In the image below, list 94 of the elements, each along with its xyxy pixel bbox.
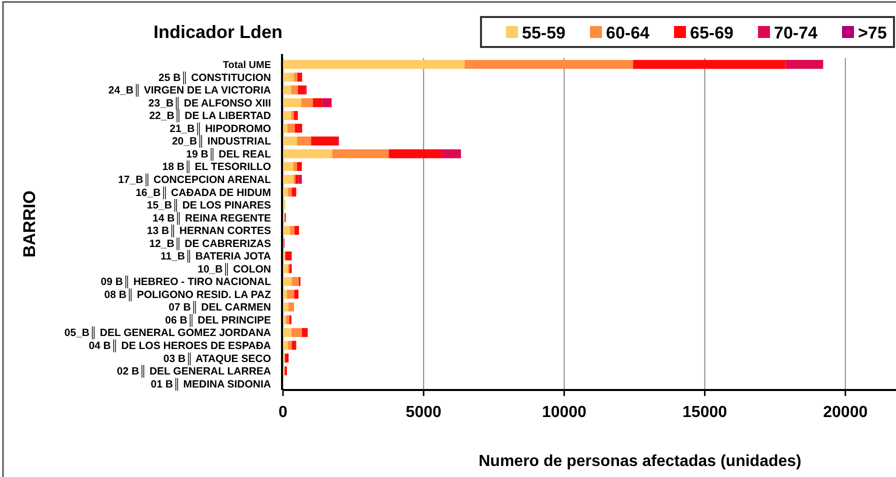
x-tick-label: 10000 <box>542 404 587 421</box>
bar <box>285 251 292 260</box>
y-tick-label: 08 B║ POLIGONO RESID. LA PAZ <box>104 288 272 302</box>
bar <box>298 174 302 184</box>
bar <box>294 110 298 120</box>
bar <box>297 162 302 172</box>
bar <box>283 72 294 82</box>
bar <box>294 226 300 235</box>
bar <box>289 264 292 274</box>
y-tick-label: 24_B║ VIRGEN DE LA VICTORIA <box>108 84 272 98</box>
y-tick-label: 03 B║ ATAQUE SECO <box>163 352 271 366</box>
x-tick-label: 20000 <box>823 404 868 421</box>
bar <box>322 98 332 108</box>
bar <box>283 174 294 184</box>
bar <box>311 136 338 146</box>
bar <box>332 149 389 158</box>
bar <box>286 315 290 324</box>
y-tick-label: 22_B║ DE LA LIBERTAD <box>149 109 272 124</box>
bar <box>293 162 298 172</box>
bar <box>283 290 287 299</box>
bar <box>388 149 442 158</box>
bar <box>290 226 295 235</box>
y-tick-label: 02 B║ DEL GENERAL LARREA <box>116 364 272 379</box>
chart-title: Indicador Lden <box>153 22 283 42</box>
bar <box>297 72 302 82</box>
bar <box>283 136 298 146</box>
legend-label: 70-74 <box>774 24 818 42</box>
y-tick-label: 20_B║ INDUSTRIAL <box>172 134 272 149</box>
y-axis-title: BARRIO <box>20 190 39 258</box>
bar <box>301 98 313 108</box>
bar <box>286 290 294 299</box>
y-tick-label: 11_B║ BATERIA JOTA <box>160 250 272 264</box>
y-tick-label: 09 B║ HEBREO - TIRO NACIONAL <box>100 275 272 290</box>
bar <box>283 98 302 108</box>
bar <box>464 60 634 69</box>
bar <box>283 302 288 312</box>
y-tick-label: Total UME <box>222 60 272 71</box>
y-tick-label: 17_B║ CONCEPCION ARENAL <box>118 172 272 187</box>
bar <box>294 124 302 133</box>
bar <box>283 60 465 69</box>
bar <box>283 276 292 286</box>
bar <box>283 340 288 350</box>
bar <box>294 290 298 299</box>
y-tick-label: 18 B║ EL TESORILLO <box>162 160 271 174</box>
legend-label: 65-69 <box>690 24 734 42</box>
bar <box>312 98 322 108</box>
bar <box>291 328 302 338</box>
y-tick-label: 10_B║ COLON <box>198 262 271 276</box>
y-tick-label: 04 B║ DE LOS HEROES DE ESPAĐA <box>88 338 272 353</box>
y-tick-label: 25 B║ CONSTITUCION <box>158 70 271 85</box>
bar <box>297 136 312 146</box>
bar <box>294 72 298 82</box>
y-tick-label: 05_B║ DEL GENERAL GOMEZ JORDANA <box>64 326 272 340</box>
y-tick-label: 21_B║ HIPODROMO <box>170 122 271 136</box>
bar <box>283 110 292 120</box>
bar <box>283 315 286 324</box>
bar <box>292 340 296 350</box>
legend-label: 60-64 <box>606 24 650 42</box>
y-tick-label: 01 B║ MEDINA SIDONIA <box>150 377 272 392</box>
bar <box>288 302 294 312</box>
x-tick-label: 5000 <box>406 404 442 421</box>
bar <box>283 85 292 94</box>
y-tick-label: 23_B║ DE ALFONSO XIII <box>148 96 272 110</box>
bar <box>288 124 295 133</box>
legend-label: >75 <box>858 24 887 42</box>
bar <box>284 354 289 363</box>
bar <box>291 110 294 120</box>
bar <box>441 149 461 158</box>
x-tick-label: 0 <box>278 404 288 421</box>
bar <box>291 85 298 94</box>
bar <box>283 124 288 133</box>
bar <box>283 264 288 274</box>
legend-label: 55-59 <box>522 24 566 42</box>
x-axis-title: Numero de personas afectadas (unidades) <box>478 453 802 470</box>
y-tick-label: 14 B║ REINA REGENTE <box>152 211 271 226</box>
x-tick-label: 15000 <box>682 404 728 421</box>
bar <box>283 149 332 158</box>
bar <box>283 162 294 172</box>
bar <box>633 60 786 69</box>
y-tick-label: 13 B║ HERNAN CORTES <box>146 224 271 238</box>
bar <box>786 60 824 69</box>
y-tick-label: 07 B║ DEL CARMEN <box>168 300 271 315</box>
bar <box>283 328 292 338</box>
y-tick-label: 15_B║ DE LOS PINARES <box>146 198 271 213</box>
y-tick-label: 12_B║ DE CABRERIZAS <box>149 236 271 251</box>
bar <box>292 188 296 197</box>
y-tick-label: 19 B║ DEL REAL <box>186 147 272 162</box>
y-tick-label: 06 B║ DEL PRINCIPE <box>165 313 271 328</box>
bar <box>283 226 290 235</box>
bar <box>292 276 299 286</box>
y-tick-label: 16_B║ CAĐADA DE HIDUM <box>136 186 272 200</box>
bar <box>298 85 306 94</box>
bar <box>302 328 308 338</box>
bar <box>283 188 288 197</box>
